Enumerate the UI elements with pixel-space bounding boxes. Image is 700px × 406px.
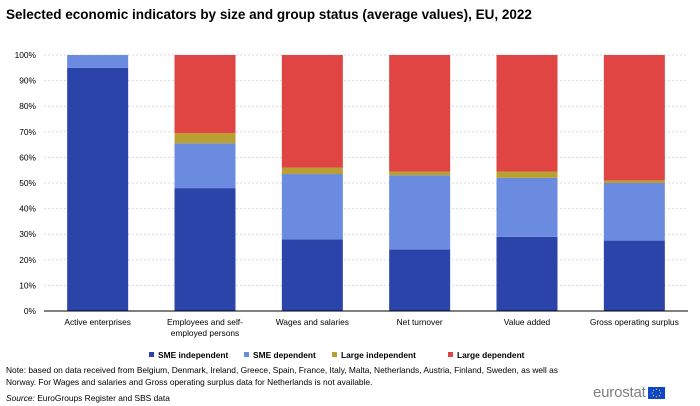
source-body: EuroGroups Register and SBS data — [34, 393, 170, 403]
bar-large-dependent — [603, 55, 665, 181]
legend-swatch — [332, 352, 337, 357]
x-tick-label: Wages and salaries — [276, 317, 349, 327]
bar-large-independent — [281, 167, 343, 175]
bar-sme-dependent — [281, 174, 343, 240]
legend-swatch — [149, 352, 154, 357]
bar-large-independent — [603, 180, 665, 183]
y-tick-label: 80% — [19, 101, 36, 111]
legend-label: SME dependent — [253, 350, 316, 360]
legend-label: Large dependent — [457, 350, 525, 360]
chart: 0% 10% 20% 30% 40% 50% 60% 70% 80% 90% 100% Active… — [15, 50, 688, 360]
bar-large-independent — [174, 133, 236, 144]
legend: SME independent SME dependent Large indepe… — [149, 350, 525, 360]
x-tick-label: Gross operating surplus — [590, 317, 679, 327]
legend-swatch — [244, 352, 249, 357]
x-tick-label: employed persons — [171, 328, 239, 338]
bar-large-dependent — [389, 55, 451, 172]
x-tick-label: Active enterprises — [64, 317, 131, 327]
source-text: Source: EuroGroups Register and SBS data — [6, 392, 170, 404]
y-axis: 0% 10% 20% 30% 40% 50% 60% 70% 80% 90% 100% — [15, 50, 37, 316]
bar-stacks — [67, 55, 665, 311]
y-tick-label: 100% — [15, 50, 37, 60]
x-tick-label: Net turnover — [397, 317, 443, 327]
bar-large-dependent — [174, 55, 236, 134]
legend-item: SME dependent — [244, 350, 316, 360]
y-tick-label: 20% — [19, 255, 36, 265]
legend-item: Large dependent — [448, 350, 525, 360]
bar-sme-dependent — [389, 175, 451, 250]
bar-sme-dependent — [67, 55, 129, 68]
bar-sme-independent — [389, 249, 451, 311]
bar-sme-dependent — [603, 183, 665, 241]
y-tick-label: 50% — [19, 178, 36, 188]
y-tick-label: 60% — [19, 152, 36, 162]
chart-title: Selected economic indicators by size and… — [6, 7, 532, 22]
bar-sme-independent — [174, 188, 236, 311]
gridlines — [44, 54, 688, 312]
legend-label: Large independent — [341, 350, 416, 360]
eu-flag-icon — [647, 386, 665, 399]
x-axis: Active enterprises Employees and self-emp… — [44, 310, 688, 338]
bar-sme-independent — [67, 67, 129, 311]
y-tick-label: 40% — [19, 204, 36, 214]
bar-large-independent — [496, 171, 558, 178]
bar-large-dependent — [281, 55, 343, 168]
y-tick-label: 70% — [19, 127, 36, 137]
bar-sme-dependent — [496, 177, 558, 237]
bar-sme-independent — [603, 240, 665, 311]
source-label: Source: — [6, 393, 35, 403]
y-tick-label: 10% — [19, 280, 36, 290]
x-tick-label: Value added — [504, 317, 551, 327]
legend-label: SME independent — [158, 350, 228, 360]
bar-large-dependent — [496, 55, 558, 172]
bar-sme-independent — [496, 236, 558, 311]
bar-sme-independent — [281, 239, 343, 311]
bar-large-independent — [389, 171, 451, 176]
legend-swatch — [448, 352, 453, 357]
bar-sme-dependent — [174, 143, 236, 189]
legend-item: SME independent — [149, 350, 228, 360]
eurostat-logo: eurostat — [593, 384, 665, 401]
note-text: Note: based on data received from Belgiu… — [6, 365, 558, 387]
legend-item: Large independent — [332, 350, 416, 360]
logo-text: eurostat — [593, 384, 646, 401]
y-tick-label: 90% — [19, 76, 36, 86]
y-tick-label: 0% — [24, 306, 37, 316]
x-tick-label: Employees and self- — [167, 317, 243, 327]
y-tick-label: 30% — [19, 229, 36, 239]
